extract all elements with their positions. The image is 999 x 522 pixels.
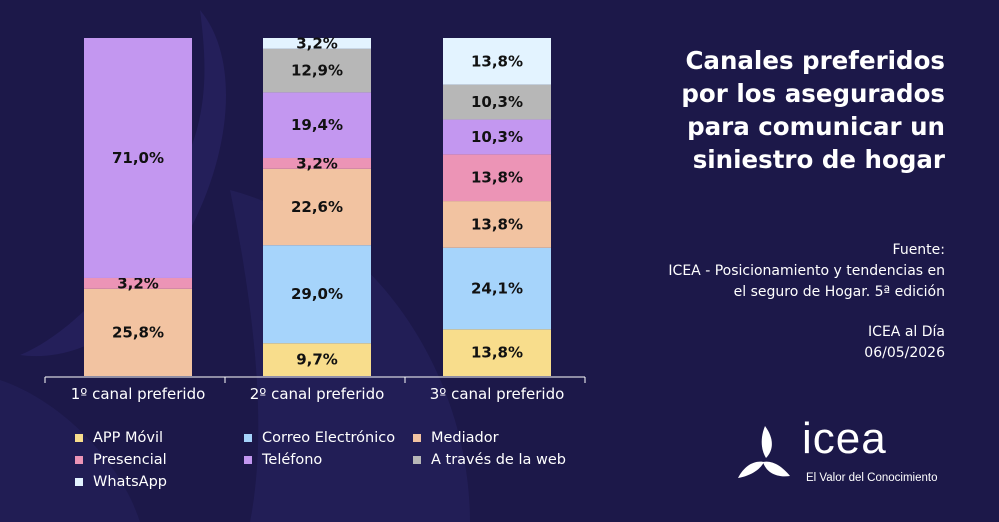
publication-name: ICEA al Día	[868, 324, 945, 340]
data-label: 29,0%	[291, 285, 343, 303]
data-label: 13,8%	[471, 169, 523, 187]
data-label: 24,1%	[471, 280, 523, 298]
legend-swatch	[75, 456, 83, 464]
bar-segment	[443, 84, 551, 120]
legend-label: A través de la web	[431, 452, 566, 468]
data-label: 10,3%	[471, 93, 523, 111]
x-tick-label: 3º canal preferido	[430, 385, 565, 403]
legend-item-correo-electronico: Correo Electrónico	[244, 430, 395, 446]
bar-segment	[443, 247, 551, 330]
legend-label: WhatsApp	[93, 474, 167, 490]
data-label: 12,9%	[291, 62, 343, 80]
bar-segment	[84, 288, 192, 376]
data-label: 10,3%	[471, 128, 523, 146]
title-line: para comunicar un	[687, 112, 945, 141]
data-label: 13,8%	[471, 344, 523, 362]
data-label: 13,8%	[471, 215, 523, 233]
logo-tagline: El Valor del Conocimiento	[806, 472, 938, 484]
legend-swatch	[244, 434, 252, 442]
legend-item-presencial: Presencial	[75, 452, 167, 468]
bar-segment	[84, 38, 192, 278]
legend-label: Mediador	[431, 430, 499, 446]
legend-label: Presencial	[93, 452, 167, 468]
icea-logo: icea El Valor del Conocimiento	[730, 414, 960, 490]
data-label: 13,8%	[471, 52, 523, 70]
data-label: 3,2%	[296, 154, 338, 172]
data-label: 9,7%	[296, 351, 338, 369]
legend-item-whatsapp: WhatsApp	[75, 474, 167, 490]
publication-date: 06/05/2026	[864, 345, 945, 361]
data-label: 71,0%	[112, 149, 164, 167]
legend-swatch	[75, 478, 83, 486]
bar-segment	[263, 343, 371, 376]
bar-segment	[443, 154, 551, 202]
legend-item-telefono: Teléfono	[244, 452, 322, 468]
source-note: Fuente: ICEA - Posicionamiento y tendenc…	[605, 240, 945, 303]
title-line: Canales preferidos	[685, 46, 945, 75]
bar-segment	[263, 48, 371, 93]
source-line: ICEA - Posicionamiento y tendencias en	[668, 263, 945, 279]
bar-segment	[263, 168, 371, 246]
publication-info: ICEA al Día 06/05/2026	[645, 322, 945, 364]
legend-item-app-movil: APP Móvil	[75, 430, 163, 446]
logo-wordmark: icea	[802, 414, 887, 463]
bar-segment	[263, 157, 371, 169]
bar-segment	[443, 119, 551, 155]
data-label: 3,2%	[117, 274, 159, 292]
legend-label: Teléfono	[262, 452, 323, 468]
chart-title: Canales preferidos por los asegurados pa…	[615, 44, 945, 176]
bar-segment	[443, 201, 551, 248]
bar-segment	[84, 277, 192, 289]
chart-legend: APP Móvil Correo Electrónico Mediador Pr…	[75, 430, 595, 496]
bar-segment	[263, 92, 371, 158]
icea-triskelion-icon	[738, 426, 790, 478]
legend-swatch	[244, 456, 252, 464]
data-label: 19,4%	[291, 116, 343, 134]
legend-swatch	[413, 434, 421, 442]
x-tick-label: 2º canal preferido	[250, 385, 385, 403]
bar-segment	[263, 38, 371, 49]
bar-segment	[443, 329, 551, 376]
source-line: Fuente:	[892, 242, 945, 258]
data-label: 25,8%	[112, 323, 164, 341]
source-line: el seguro de Hogar. 5ª edición	[733, 284, 945, 300]
legend-swatch	[413, 456, 421, 464]
x-tick-label: 1º canal preferido	[71, 385, 206, 403]
legend-item-mediador: Mediador	[413, 430, 499, 446]
data-label: 22,6%	[291, 198, 343, 216]
data-label: 3,2%	[296, 34, 338, 52]
legend-label: APP Móvil	[93, 430, 164, 446]
bar-segment	[443, 38, 551, 85]
legend-swatch	[75, 434, 83, 442]
legend-item-web: A través de la web	[413, 452, 566, 468]
title-line: por los asegurados	[681, 79, 945, 108]
bar-segment	[263, 245, 371, 344]
legend-label: Correo Electrónico	[262, 430, 396, 446]
title-line: siniestro de hogar	[692, 145, 945, 174]
